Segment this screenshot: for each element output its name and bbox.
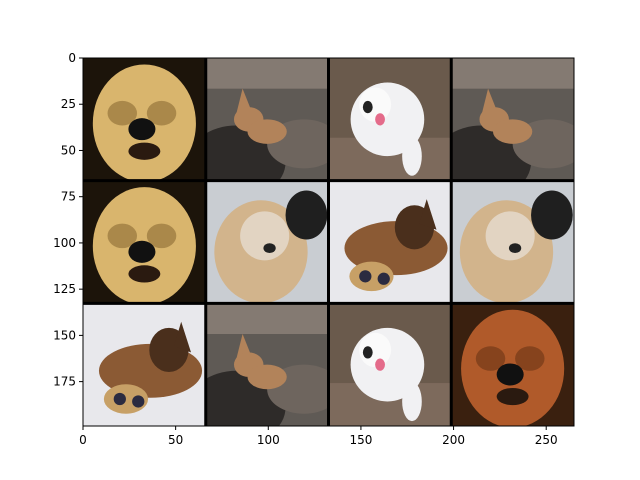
image-tile-white-fluffy-dog-walking [328,303,452,426]
image-tile-white-fluffy-dog-walking [328,58,452,181]
y-tick-label: 0 [68,51,76,65]
axes-frame [82,57,575,427]
x-tick-label: 50 [168,433,183,447]
tile-separators [83,58,574,426]
image-tile-cream-fluffy-dog-closeup [83,58,206,181]
y-tick-label: 50 [61,143,76,157]
x-tick-label: 150 [349,433,372,447]
image-tile-brown-dog-with-puppy [83,303,206,426]
image-tile-small-tan-dog-on-rocks [205,58,329,181]
image-tile-brown-dog-with-puppy [328,180,452,304]
image-tile-small-tan-dog-on-rocks [451,58,574,181]
y-tick-label: 100 [53,236,76,250]
x-tick-label: 250 [535,433,558,447]
image-tile-small-tan-dog-on-rocks [205,303,329,427]
image-tile-brown-fluffy-dog-closeup [451,303,574,427]
x-axis: 0 50 100 150 200 250 [79,426,558,447]
x-tick-label: 0 [79,433,87,447]
y-tick-label: 75 [61,190,76,204]
y-tick-label: 175 [53,375,76,389]
image-tile-fluffy-dog-black-ear [451,180,574,304]
image-tile-cream-fluffy-dog-closeup [83,180,206,304]
y-tick-label: 150 [53,328,76,342]
image-tile-fluffy-dog-black-ear [205,180,329,304]
y-tick-label: 25 [61,97,76,111]
y-tick-label: 125 [53,282,76,296]
image-tiles [83,58,574,427]
y-axis: 0 25 50 75 100 125 150 175 [53,51,83,389]
x-tick-label: 100 [257,433,280,447]
x-tick-label: 200 [442,433,465,447]
